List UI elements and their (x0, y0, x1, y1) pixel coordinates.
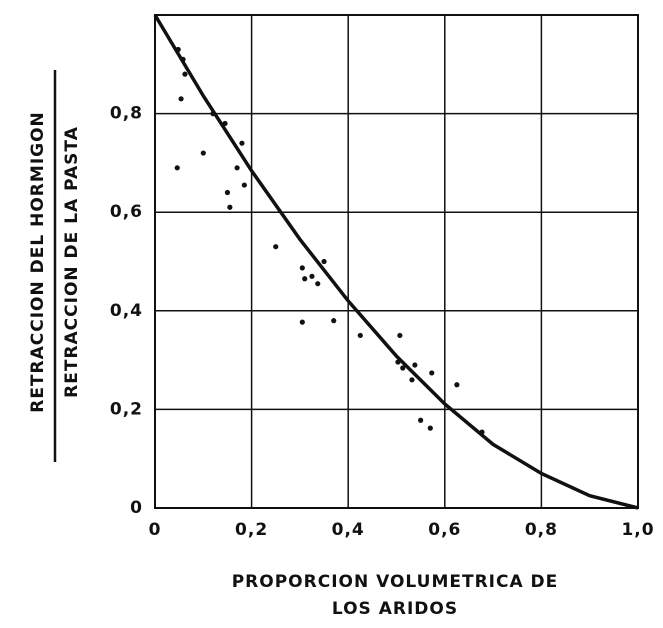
y-tick-label: 0,4 (110, 301, 143, 321)
y-axis-label-numerator: RETRACCION DEL HORMIGON (28, 111, 48, 413)
data-point (418, 417, 424, 423)
data-point (239, 140, 245, 146)
data-point (427, 425, 433, 431)
data-point (315, 281, 321, 287)
data-point (299, 319, 305, 325)
data-point (273, 244, 279, 250)
y-tick-label: 0 (130, 498, 143, 518)
x-tick-label: 0,2 (235, 520, 268, 540)
x-tick-label: 0,4 (332, 520, 365, 540)
data-point (409, 377, 415, 383)
x-tick-label: 0,8 (525, 520, 558, 540)
data-point (174, 165, 180, 171)
y-tick-label: 0,6 (110, 202, 143, 222)
y-tick-label: 0,2 (110, 399, 143, 419)
data-point (299, 265, 305, 271)
data-point (321, 258, 327, 265)
x-tick-label: 0 (149, 520, 162, 540)
y-tick-label: 0,8 (110, 104, 143, 124)
data-point (224, 189, 231, 196)
plot-frame (154, 14, 639, 509)
data-point (241, 182, 247, 188)
data-point (182, 71, 188, 77)
data-point (178, 96, 184, 102)
data-point (309, 273, 315, 279)
data-point (210, 111, 216, 117)
y-axis-label-denominator: RETRACCION DE LA PASTA (62, 126, 82, 398)
data-point (357, 332, 363, 339)
data-point (227, 204, 233, 210)
data-point (175, 46, 181, 53)
data-point (400, 365, 406, 371)
data-point (222, 120, 228, 127)
data-point (331, 318, 337, 324)
data-point (412, 362, 418, 368)
fit-curve (153, 14, 639, 510)
data-point (180, 56, 186, 62)
data-point (302, 276, 308, 282)
data-point (454, 382, 460, 388)
x-tick-label: 0,6 (428, 520, 461, 540)
data-point (395, 359, 401, 365)
data-point (234, 165, 240, 171)
data-point (397, 332, 403, 339)
x-axis-label: PROPORCION VOLUMETRICA DE (232, 572, 559, 592)
data-point (429, 370, 435, 376)
data-point (200, 150, 206, 156)
x-axis-label: LOS ARIDOS (332, 599, 458, 619)
data-point (479, 429, 485, 435)
x-tick-label: 1,0 (621, 520, 654, 540)
